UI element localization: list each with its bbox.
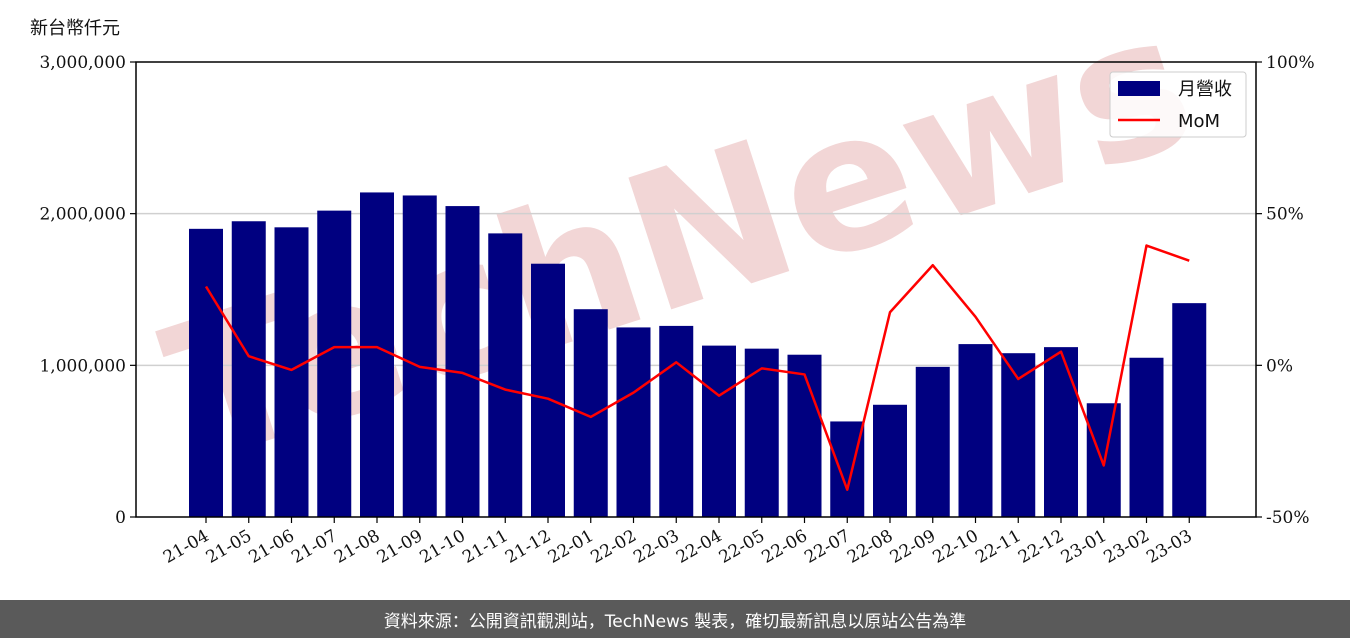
bar-21-09	[402, 195, 437, 517]
bar-21-05	[231, 221, 266, 517]
x-tick-label: 21-04	[160, 526, 212, 568]
x-tick-label: 21-10	[417, 526, 469, 568]
x-tick-label: 22-05	[716, 526, 768, 568]
x-tick-label: 21-05	[203, 526, 255, 568]
plot-frame	[135, 61, 1257, 518]
bar-22-06	[787, 354, 822, 517]
x-tick-label: 22-09	[887, 526, 939, 568]
chart: TechNews 01,000,0002,000,0003,000,000-50…	[39, 0, 1315, 568]
legend-bar-swatch	[1118, 81, 1160, 96]
bar-22-05	[744, 348, 779, 517]
y-right-tick-label: 0%	[1266, 356, 1293, 376]
legend-label-revenue: 月營收	[1178, 79, 1232, 100]
bar-22-04	[702, 345, 736, 517]
x-tick-label: 21-12	[502, 526, 554, 568]
bar-21-06	[274, 227, 309, 518]
bar-series	[189, 192, 1207, 518]
line-series	[204, 244, 1190, 491]
x-tick-label: 22-03	[630, 526, 682, 568]
bar-22-03	[659, 325, 694, 517]
legend: 月營收 MoM	[1109, 71, 1247, 138]
x-tick-label: 23-01	[1058, 526, 1110, 568]
source-footer: 資料來源：公開資訊觀測站，TechNews 製表，確切最新訊息以原站公告為準	[0, 600, 1350, 638]
x-tick-label: 21-07	[288, 526, 340, 568]
y-axis-unit-label: 新台幣仟元	[30, 18, 120, 39]
y-right-tick-label: -50%	[1266, 508, 1310, 528]
x-tick-label: 21-09	[374, 526, 426, 568]
x-tick-label: 23-02	[1101, 526, 1153, 568]
y-left-tick-label: 0	[115, 508, 126, 528]
x-tick-label: 22-08	[844, 526, 896, 568]
x-tick-label: 22-06	[759, 526, 811, 568]
footer-text: 資料來源：公開資訊觀測站，TechNews 製表，確切最新訊息以原站公告為準	[383, 611, 967, 632]
x-tick-label: 23-03	[1143, 526, 1195, 568]
x-tick-label: 21-11	[459, 526, 511, 568]
x-tick-label: 22-01	[545, 526, 597, 568]
bar-23-03	[1172, 303, 1207, 517]
y-right-tick-label: 100%	[1266, 53, 1315, 73]
x-tick-label: 22-02	[588, 526, 640, 568]
bar-21-10	[445, 206, 480, 518]
y-left-tick-label: 2,000,000	[39, 205, 126, 225]
bar-23-02	[1129, 357, 1164, 517]
bar-22-02	[616, 327, 651, 517]
x-tick-label: 22-12	[1015, 526, 1067, 568]
bar-21-08	[360, 192, 394, 517]
y-left-tick-label: 3,000,000	[39, 53, 126, 73]
bar-22-12	[1044, 347, 1078, 517]
x-tick-label: 22-10	[930, 526, 982, 568]
x-tick-label: 22-04	[673, 526, 725, 568]
bar-22-10	[958, 344, 993, 517]
x-tick-label: 21-08	[331, 526, 383, 568]
x-tick-label: 22-11	[972, 526, 1024, 568]
bar-21-11	[488, 233, 523, 517]
y-right-tick-label: 50%	[1266, 205, 1304, 225]
bar-22-09	[915, 366, 950, 517]
bar-21-12	[531, 263, 565, 517]
y-left-tick-label: 1,000,000	[39, 356, 126, 376]
x-tick-label: 21-06	[246, 526, 298, 568]
bar-21-04	[189, 228, 223, 518]
bar-21-07	[317, 210, 352, 517]
x-tick-label: 22-07	[801, 526, 853, 568]
mom-line	[204, 244, 1190, 491]
legend-label-mom: MoM	[1178, 111, 1220, 132]
bar-22-08	[873, 404, 907, 517]
bar-22-11	[1001, 353, 1036, 517]
